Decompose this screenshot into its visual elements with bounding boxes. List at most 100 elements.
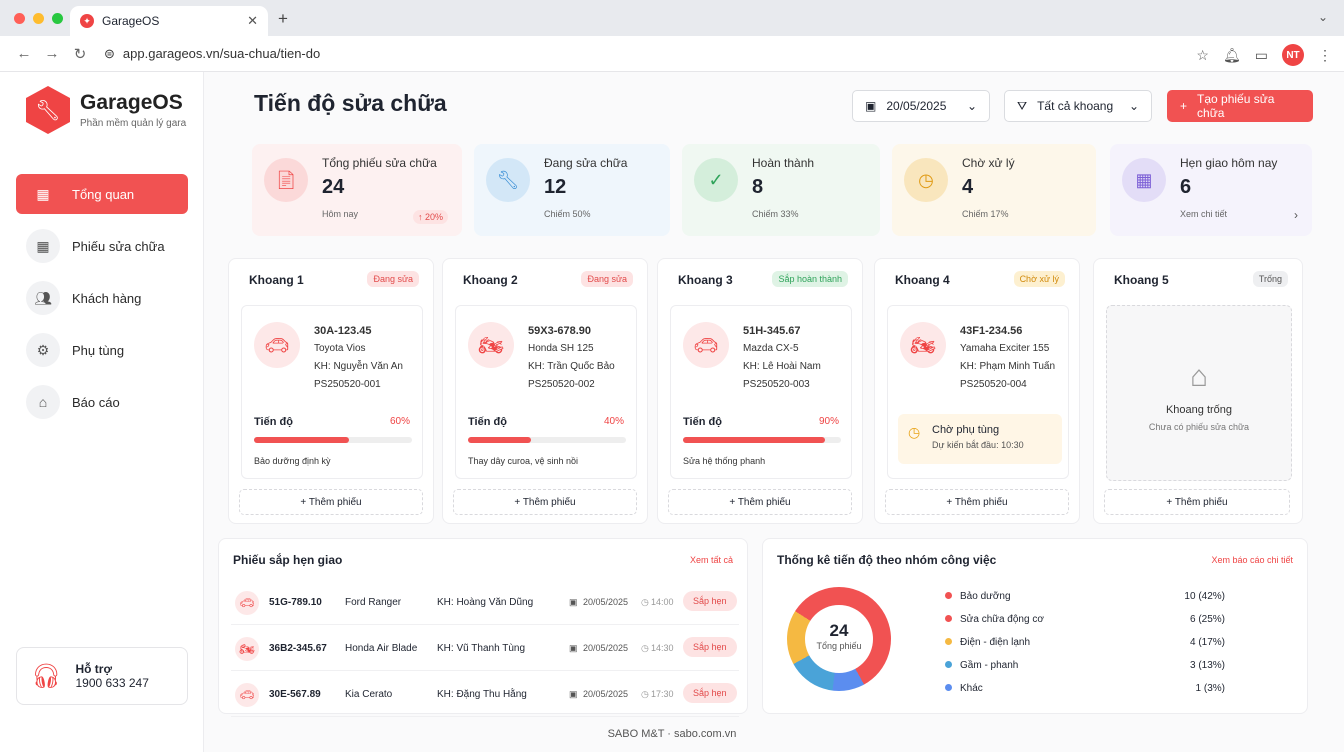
tab-menu-chevron-icon[interactable]: ⌄	[1317, 10, 1328, 24]
add-order-button[interactable]: + Thêm phiếu	[668, 489, 852, 515]
vehicle-card[interactable]: 🏍︎ 59X3-678.90 Honda SH 125 KH: Trần Quốc …	[455, 305, 637, 479]
stat-card[interactable]: ▦ Hẹn giao hôm nay 6 Xem chi tiết ›	[1110, 144, 1312, 236]
legend-dot	[945, 592, 952, 599]
chevron-down-icon: ⌄	[1128, 99, 1139, 113]
stat-card[interactable]: 🔧︎ Đang sửa chữa 12 Chiếm 50%	[474, 144, 670, 236]
plate: 51H-345.67	[743, 325, 801, 337]
trend-badge: ↑ 20%	[412, 210, 448, 224]
delivery-time: 14:00	[651, 597, 674, 607]
order-code: PS250520-004	[960, 379, 1027, 390]
car-icon: 🚗︎	[254, 322, 300, 368]
legend-label: Sửa chữa động cơ	[960, 614, 1044, 625]
window-controls[interactable]	[14, 13, 63, 24]
vehicle-model: Toyota Vios	[314, 343, 366, 354]
site-info-icon[interactable]: ⊜	[104, 45, 115, 61]
add-order-button[interactable]: + Thêm phiếu	[239, 489, 423, 515]
support-box[interactable]: 🎧︎ Hỗ trợ 1900 633 247	[16, 647, 188, 705]
customer: KH: Lê Hoài Nam	[743, 361, 821, 372]
bay-title: Khoang 2	[463, 273, 518, 287]
progress-label: Tiến độ	[468, 416, 507, 428]
vehicle-card[interactable]: 🚗︎ 51H-345.67 Mazda CX-5 KH: Lê Hoài Nam PS…	[670, 305, 852, 479]
plate: 30E-567.89	[269, 689, 321, 700]
bay-title: Khoang 3	[678, 273, 733, 287]
progress-percent: 40%	[603, 416, 624, 427]
close-tab-icon[interactable]: ✕	[247, 13, 258, 28]
garage-icon: ⌂	[1189, 360, 1209, 393]
legend-item: Điện - điện lạnh 4 (17%)	[945, 637, 1225, 648]
order-code: PS250520-003	[743, 379, 810, 390]
stat-value: 24	[322, 176, 345, 198]
bay-title: Khoang 4	[895, 273, 950, 287]
new-tab-button[interactable]: +	[278, 9, 288, 28]
forward-icon[interactable]: →	[44, 45, 60, 62]
calendar-icon: ▦	[1122, 158, 1166, 202]
sidebar-item-parts[interactable]: ⚙ Phụ tùng	[16, 330, 188, 370]
clock-icon: ◷	[641, 643, 649, 653]
stat-card[interactable]: ◷ Chờ xử lý 4 Chiếm 17%	[892, 144, 1096, 236]
view-all-link[interactable]: Xem tất cả	[689, 555, 733, 565]
logo[interactable]: 🔧︎ GarageOS Phần mềm quản lý gara	[26, 86, 186, 134]
vehicle-card[interactable]: 🚗︎ 30A-123.45 Toyota Vios KH: Nguyễn Văn A…	[241, 305, 423, 479]
stat-sub[interactable]: Xem chi tiết	[1180, 209, 1228, 219]
plate: 30A-123.45	[314, 325, 372, 337]
date-value: 20/05/2025	[886, 99, 947, 113]
sidebar-item-customers[interactable]: 👥︎ Khách hàng	[16, 278, 188, 318]
waiting-sub: Dự kiến bắt đầu: 10:30	[932, 440, 1024, 450]
browser-menu-icon[interactable]: ⋮	[1318, 46, 1332, 63]
vehicle-card[interactable]: 🏍︎ 43F1-234.56 Yamaha Exciter 155 KH: Phạm…	[887, 305, 1069, 479]
add-order-button[interactable]: + Thêm phiếu	[453, 489, 637, 515]
bay-column: Khoang 5 Trống ⌂ Khoang trống Chưa có phiế…	[1093, 258, 1303, 524]
plate: 36B2-345.67	[269, 643, 327, 654]
bay-column: Khoang 2 Đang sửa 🏍︎ 59X3-678.90 Honda SH…	[442, 258, 648, 524]
address-bar[interactable]: ⊜ app.garageos.vn/sua-chua/tien-do	[104, 46, 320, 62]
customer: KH: Trần Quốc Bảo	[528, 361, 615, 372]
sidebar-item-reports[interactable]: ⌂ Báo cáo	[16, 382, 188, 422]
sidebar-item-overview[interactable]: ▦ Tổng quan	[16, 174, 188, 214]
calendar-icon: ▣	[569, 597, 578, 607]
wrench-logo-icon: 🔧︎	[26, 86, 70, 134]
headset-icon: 🎧︎	[31, 662, 62, 690]
upcoming-panel: Phiếu sắp hẹn giao Xem tất cả 🚗︎ 51G-789…	[218, 538, 748, 717]
users-icon: 👥︎	[26, 281, 60, 315]
stat-sub: Chiếm 33%	[752, 209, 799, 219]
plus-icon: +	[1180, 99, 1188, 113]
job-description: Thay dây curoa, vệ sinh nồi	[468, 456, 579, 466]
table-row[interactable]: 🚗︎ 30E-567.89 Kia Cerato KH: Đặng Thu Hằ…	[231, 673, 739, 717]
table-row[interactable]: 🏍︎ 36B2-345.67 Honda Air Blade KH: Vũ Th…	[231, 627, 739, 671]
sidebar-item-label: Phụ tùng	[72, 342, 125, 358]
motorbike-icon: 🏍︎	[235, 637, 259, 661]
chat-icon[interactable]: ▭	[1254, 46, 1268, 63]
delivery-date: 20/05/2025	[583, 689, 629, 699]
avatar[interactable]: NT	[1282, 44, 1304, 66]
create-repair-order-button[interactable]: + Tạo phiếu sửa chữa	[1167, 90, 1313, 122]
sidebar-item-repair-orders[interactable]: ▦ Phiếu sửa chữa	[16, 226, 188, 266]
view-report-link[interactable]: Xem báo cáo chi tiết	[1211, 555, 1293, 565]
legend-value: 3 (13%)	[1189, 660, 1225, 671]
car-icon: 🚗︎	[235, 683, 259, 707]
stat-card[interactable]: 📄︎ Tổng phiếu sửa chữa 24 Hôm nay ↑ 20%	[252, 144, 462, 236]
car-icon: 🚗︎	[235, 591, 259, 615]
add-order-button[interactable]: + Thêm phiếu	[1104, 489, 1290, 515]
app-root: 🔧︎ GarageOS Phần mềm quản lý gara ▦ Tổng q…	[0, 72, 1344, 752]
browser-tab[interactable]: ✦ GarageOS ✕	[70, 6, 268, 36]
waiting-box: ◷ Chờ phụ tùng Dự kiến bắt đầu: 10:30	[898, 414, 1062, 464]
date-picker[interactable]: ▣ 20/05/2025 ⌄	[852, 90, 990, 122]
donut-total: 24	[829, 621, 849, 640]
legend-dot	[945, 684, 952, 691]
reload-icon[interactable]: ↻	[73, 45, 87, 63]
url-text: app.garageos.vn/sua-chua/tien-do	[122, 46, 321, 61]
notification-bell-icon[interactable]: 🔔︎	[1222, 46, 1241, 63]
chevron-right-icon[interactable]: ›	[1294, 208, 1298, 222]
status-badge: Chờ xử lý	[1013, 271, 1065, 287]
add-order-button[interactable]: + Thêm phiếu	[885, 489, 1069, 515]
table-row[interactable]: 🚗︎ 51G-789.10 Ford Ranger KH: Hoàng Văn …	[231, 581, 739, 625]
stat-card[interactable]: ✓ Hoàn thành 8 Chiếm 33%	[682, 144, 880, 236]
garage-favicon-icon: ✦	[80, 14, 94, 28]
bookmark-star-icon[interactable]: ☆	[1196, 46, 1209, 63]
page-title: Tiến độ sửa chữa	[254, 90, 447, 116]
vehicle-model: Honda Air Blade	[345, 643, 418, 654]
back-icon[interactable]: ←	[16, 45, 32, 62]
grid-icon: ▦	[26, 229, 60, 263]
bay-filter[interactable]: ⛛ Tất cả khoang ⌄	[1004, 90, 1152, 122]
progress-bar	[254, 437, 412, 443]
